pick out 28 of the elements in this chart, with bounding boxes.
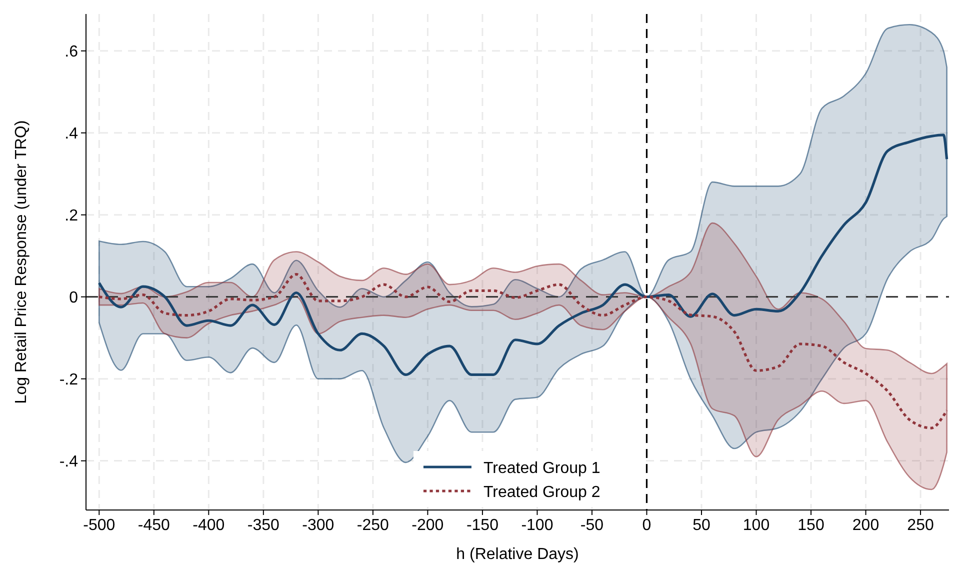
x-tick-label: 250	[907, 517, 934, 534]
y-tick-label: .2	[64, 207, 78, 224]
legend-label: Treated Group 1	[483, 460, 600, 477]
y-tick-label: 0	[69, 289, 78, 306]
line-series	[98, 273, 948, 430]
y-tick-label: -.2	[59, 371, 78, 388]
x-tick-label: -50	[580, 517, 604, 534]
x-axis-title: h (Relative Days)	[456, 546, 579, 563]
legend-label: Treated Group 2	[483, 484, 600, 501]
x-tick-label: 50	[692, 517, 710, 534]
y-axis-title: Log Retail Price Response (under TRQ)	[13, 120, 30, 404]
x-tick-label: 0	[642, 517, 652, 534]
x-tick-label: -500	[83, 517, 116, 534]
x-tick-label: -250	[356, 517, 390, 534]
y-tick-label: -.4	[59, 453, 78, 470]
x-tick-label: 100	[742, 517, 770, 534]
x-tick-label: -200	[412, 517, 444, 534]
line-series	[98, 134, 948, 376]
y-tick-label: .6	[64, 43, 78, 60]
y-tick-label: .4	[64, 125, 78, 142]
x-tick-label: -400	[192, 517, 225, 534]
x-tick-label: -150	[466, 517, 499, 534]
x-tick-label: 200	[852, 517, 880, 534]
x-tick-label: -100	[521, 517, 554, 534]
x-tick-label: 150	[798, 517, 824, 534]
x-tick-label: -300	[302, 517, 334, 534]
x-tick-label: -350	[247, 517, 280, 534]
x-tick-label: -450	[138, 517, 170, 534]
